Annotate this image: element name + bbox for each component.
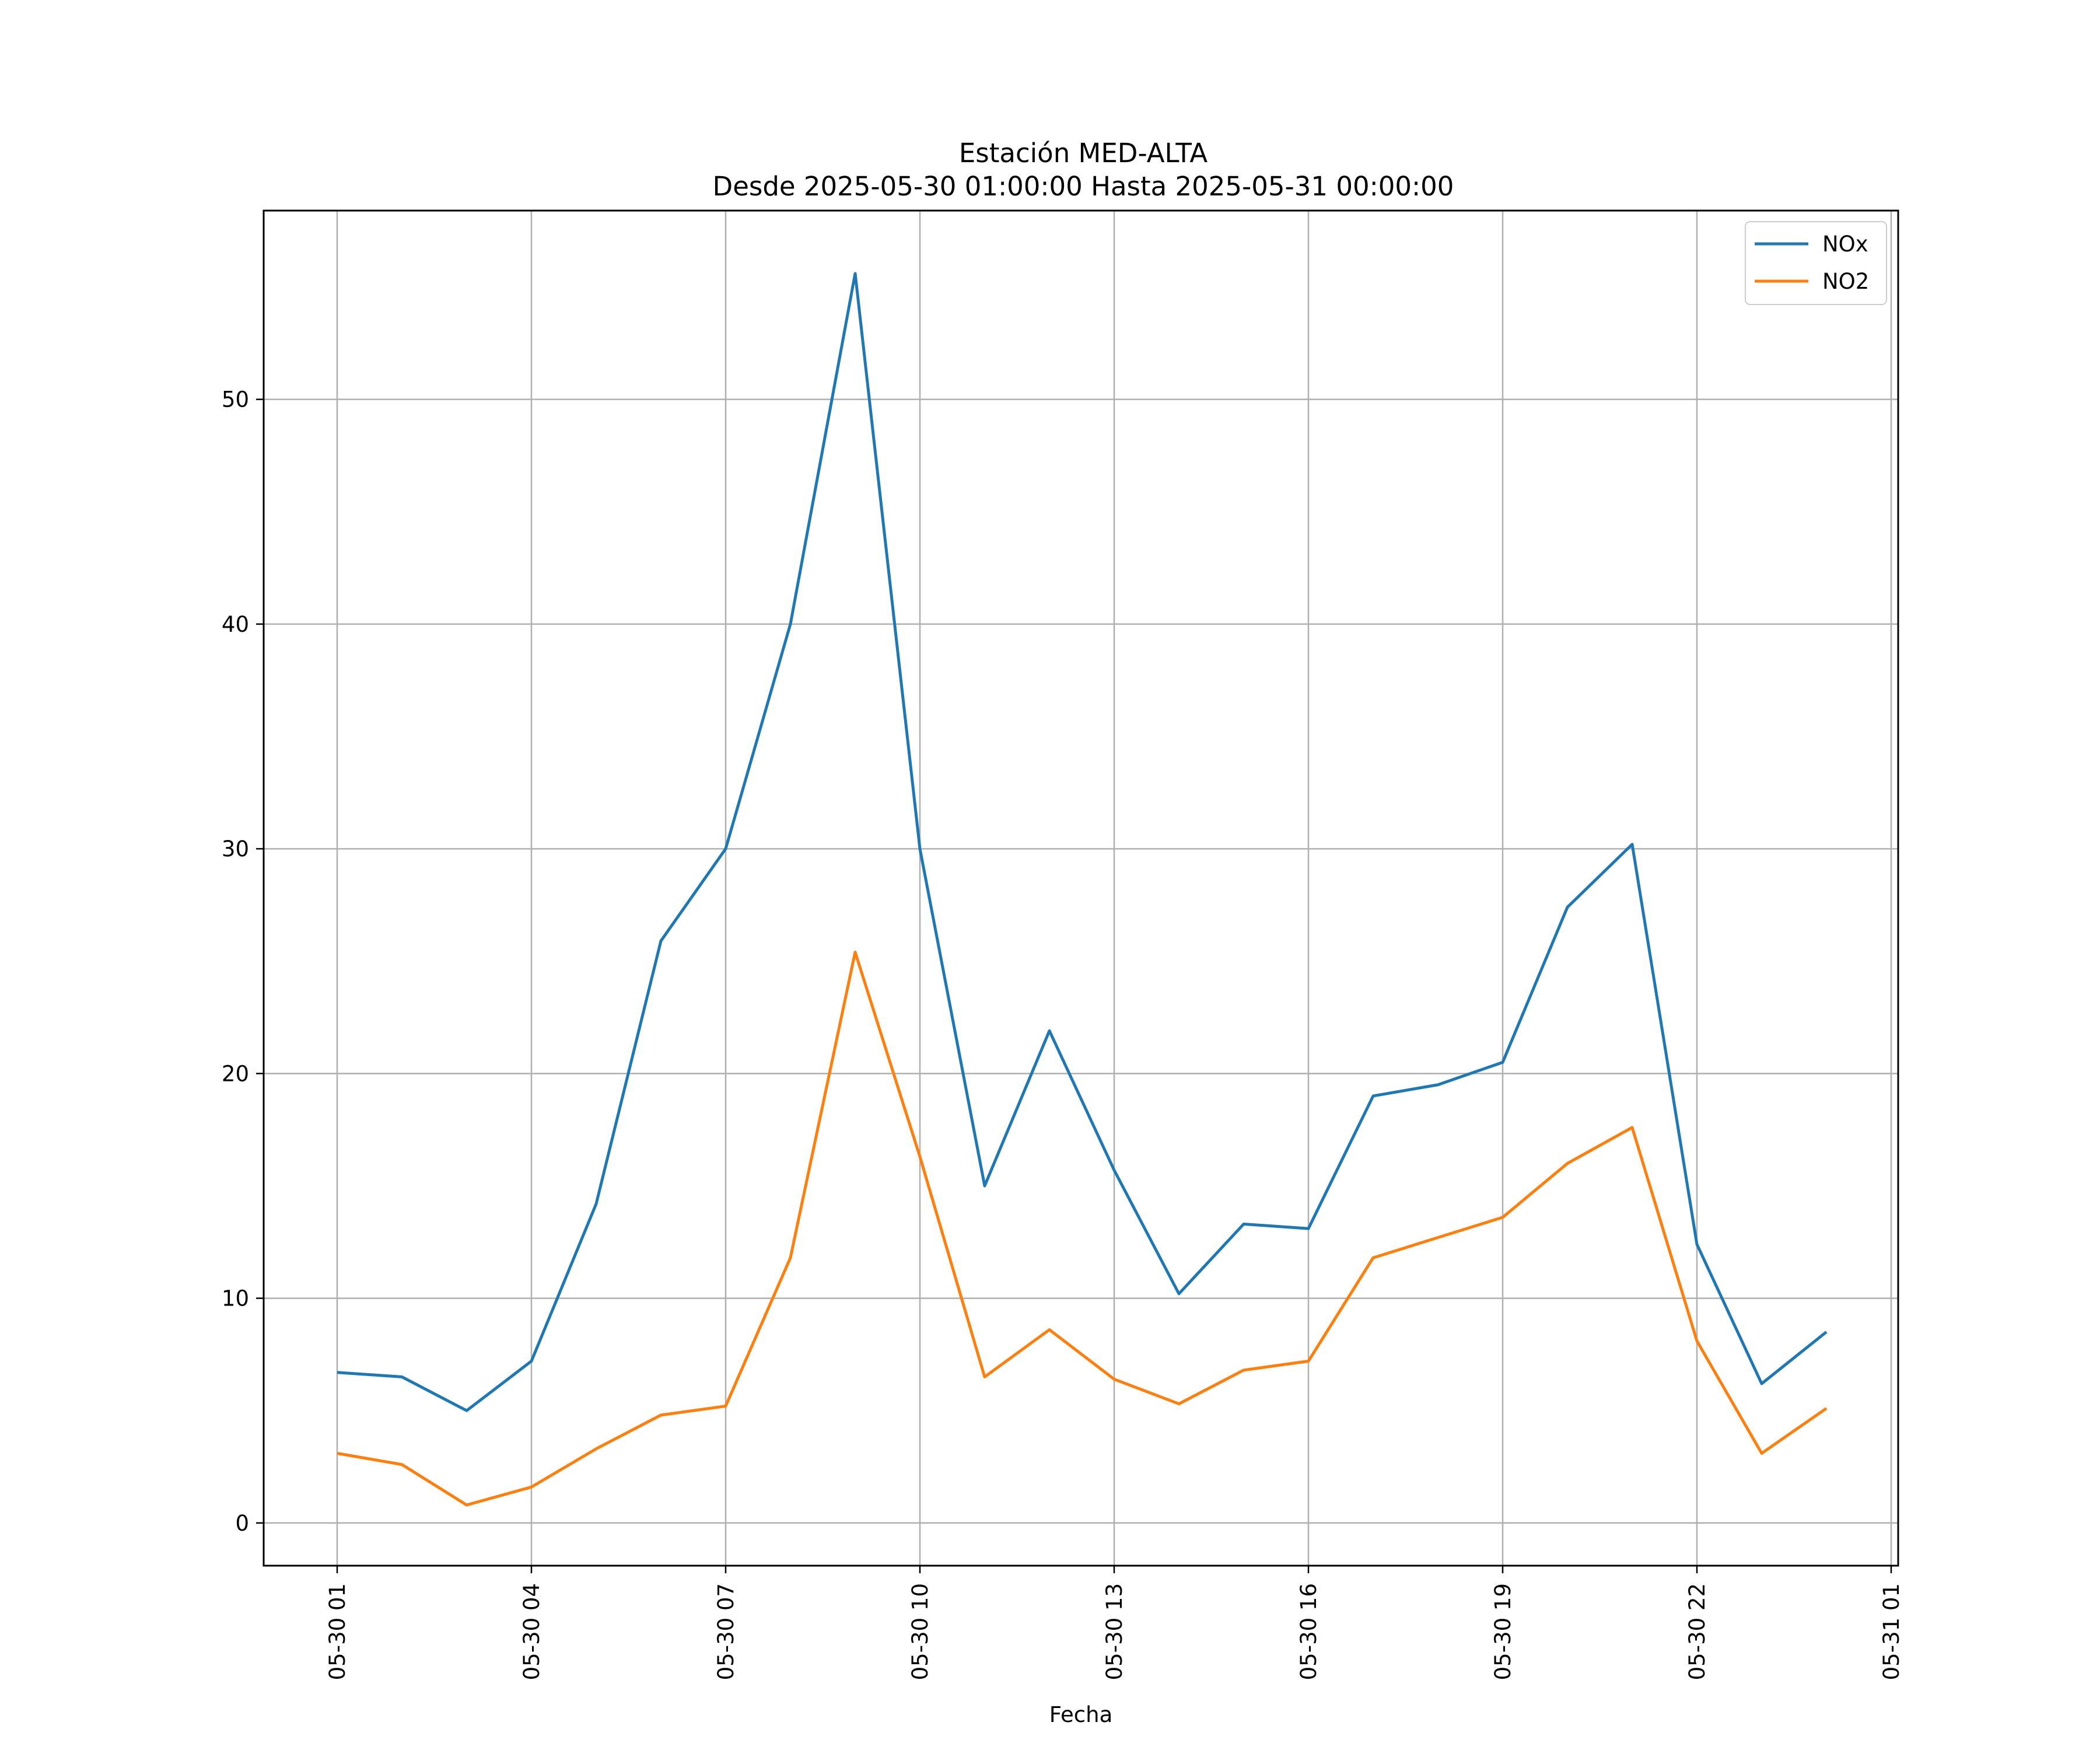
legend-label-no2: NO2 bbox=[1822, 269, 1869, 294]
chart-title-group: Estación MED-ALTA Desde 2025-05-30 01:00… bbox=[713, 138, 1454, 202]
series-line-no2 bbox=[337, 950, 1828, 1507]
x-axis-label: Fecha bbox=[1049, 1702, 1113, 1727]
y-tick-label: 30 bbox=[222, 836, 249, 862]
y-tick-label: 20 bbox=[222, 1061, 249, 1086]
series-lines bbox=[337, 272, 1828, 1507]
x-tick-label: 05-30 10 bbox=[908, 1583, 933, 1680]
x-tick-label: 05-30 01 bbox=[325, 1583, 350, 1680]
x-tick-label: 05-30 16 bbox=[1296, 1583, 1321, 1680]
x-tick-label: 05-30 19 bbox=[1490, 1583, 1516, 1680]
x-tick-label: 05-30 13 bbox=[1102, 1583, 1127, 1680]
y-axis-ticks: 0 10 20 30 40 50 bbox=[222, 387, 264, 1536]
chart-subtitle: Desde 2025-05-30 01:00:00 Hasta 2025-05-… bbox=[713, 171, 1454, 202]
plot-frame bbox=[262, 209, 1899, 1567]
y-tick-label: 0 bbox=[235, 1511, 249, 1536]
x-axis-ticks: 05-30 01 05-30 04 05-30 07 05-30 10 05-30 13… bbox=[325, 1566, 1904, 1680]
y-tick-label: 10 bbox=[222, 1286, 249, 1311]
x-tick-label: 05-30 22 bbox=[1685, 1583, 1710, 1680]
legend-label-nox: NOx bbox=[1822, 232, 1868, 257]
chart-title: Estación MED-ALTA bbox=[959, 138, 1208, 169]
x-tick-label: 05-31 01 bbox=[1879, 1583, 1904, 1680]
y-tick-label: 50 bbox=[222, 387, 249, 412]
x-tick-label: 05-30 07 bbox=[713, 1583, 738, 1680]
y-tick-label: 40 bbox=[222, 612, 249, 637]
series-line-nox bbox=[337, 272, 1828, 1412]
grid-lines bbox=[264, 211, 1898, 1566]
x-tick-label: 05-30 04 bbox=[519, 1583, 544, 1680]
legend: NOx NO2 bbox=[1745, 221, 1887, 305]
